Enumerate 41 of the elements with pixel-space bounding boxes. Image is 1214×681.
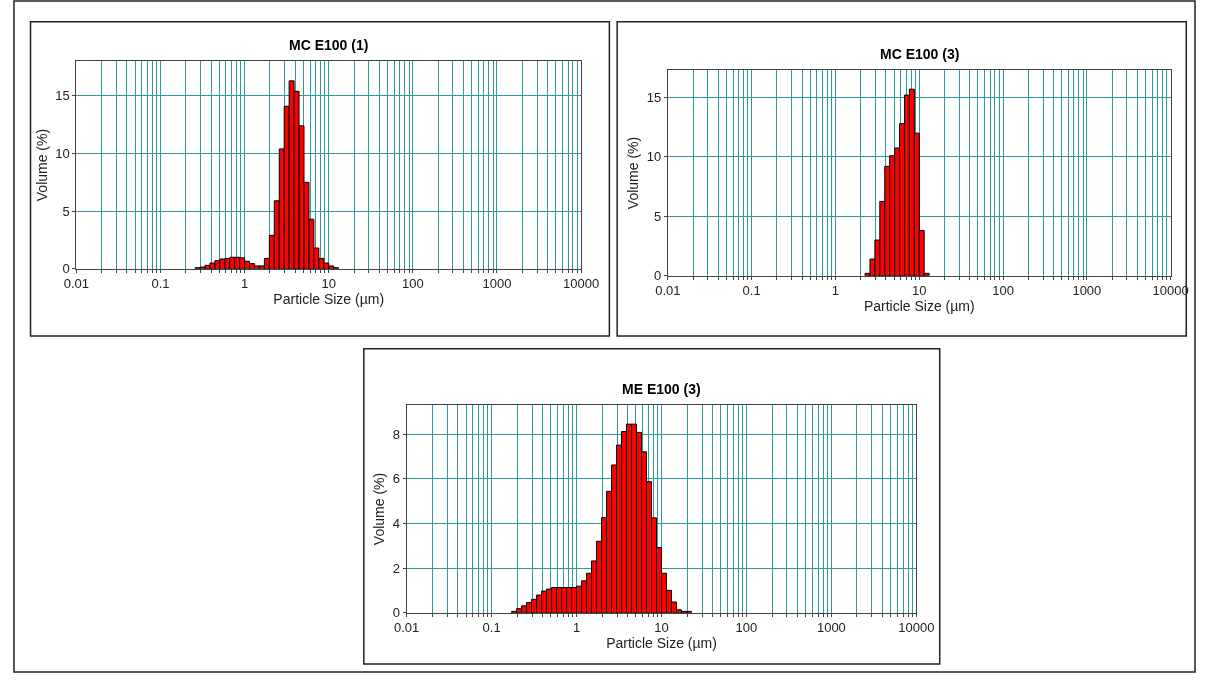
y-tick-label: 10 xyxy=(55,146,70,162)
x-axis-title: Particle Size (µm) xyxy=(863,298,975,315)
y-tick-label: 5 xyxy=(62,203,70,219)
x-tick-label: 0.01 xyxy=(655,283,681,299)
y-axis-title: Volume (%) xyxy=(33,128,50,202)
x-tick-label: 1000 xyxy=(816,620,846,636)
x-tick-label: 10 xyxy=(912,283,927,299)
y-tick-label: 0 xyxy=(392,605,401,621)
y-tick-label: 15 xyxy=(55,88,70,104)
x-tick-label: 0.1 xyxy=(151,276,170,292)
x-tick-label: 10000 xyxy=(563,276,600,292)
y-axis-title: Volume (%) xyxy=(625,136,642,210)
y-axis-title: Volume (%) xyxy=(371,472,388,546)
y-tick-label: 6 xyxy=(392,471,401,487)
y-tick-label: 8 xyxy=(392,426,401,442)
y-tick-label: 2 xyxy=(392,560,401,576)
y-tick-label: 10 xyxy=(646,149,662,165)
x-tick-label: 10 xyxy=(321,276,336,292)
chart-title: MC E100 (3) xyxy=(880,46,960,62)
x-tick-label: 0.1 xyxy=(742,283,761,299)
x-tick-label: 0.01 xyxy=(63,276,89,292)
y-tick-label: 5 xyxy=(654,208,662,224)
x-tick-label: 1 xyxy=(572,620,581,636)
x-tick-label: 10000 xyxy=(898,620,935,636)
x-tick-label: 0.1 xyxy=(482,620,501,636)
x-tick-label: 1 xyxy=(831,283,840,299)
y-tick-label: 15 xyxy=(646,90,662,106)
x-tick-label: 100 xyxy=(402,276,424,292)
chart-title: ME E100 (3) xyxy=(622,381,701,397)
chart-title: MC E100 (1) xyxy=(289,37,369,53)
x-tick-label: 100 xyxy=(735,620,758,636)
x-tick-label: 100 xyxy=(992,283,1014,299)
x-tick-label: 1000 xyxy=(482,276,512,292)
y-tick-label: 4 xyxy=(392,516,401,531)
y-tick-label: 0 xyxy=(62,261,70,277)
x-tick-label: 1000 xyxy=(1072,283,1102,299)
x-tick-label: 0.01 xyxy=(394,620,420,636)
x-axis-title: Particle Size (µm) xyxy=(606,635,717,652)
y-tick-label: 0 xyxy=(654,268,662,284)
x-axis-title: Particle Size (µm) xyxy=(273,291,385,308)
x-tick-label: 1 xyxy=(240,276,249,292)
